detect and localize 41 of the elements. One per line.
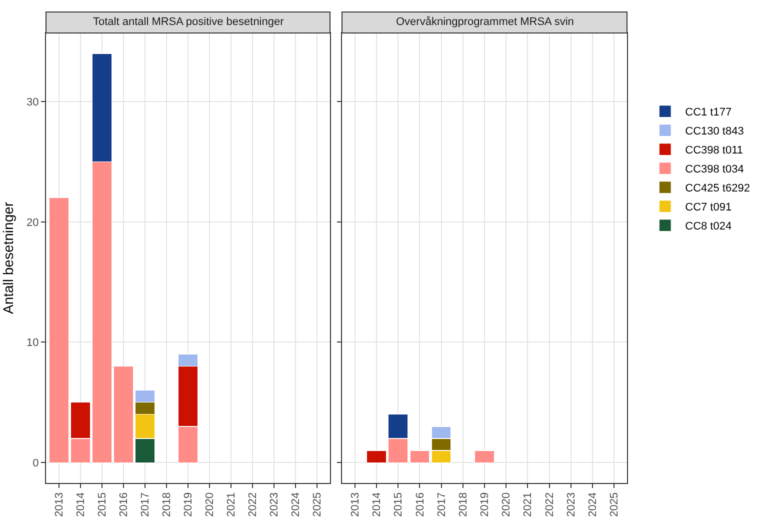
x-tick-label: 2014: [74, 492, 87, 517]
legend-label: CC8 t024: [685, 220, 732, 233]
x-tick-label: 2023: [268, 492, 281, 517]
x-tick-label: 2017: [140, 492, 152, 517]
x-tick-label: 2019: [182, 492, 195, 517]
x-tick-label: 2022: [247, 492, 260, 517]
y-tick-label: 30: [26, 96, 39, 108]
legend-label: CC7 t091: [685, 202, 732, 214]
legend-label: CC130 t843: [685, 126, 744, 138]
x-tick-label: 2018: [457, 492, 470, 517]
x-tick-label: 2014: [371, 492, 384, 517]
chart-title: Overvåkningprogrammet MRSA svin: [396, 16, 574, 28]
bar: [474, 450, 495, 463]
x-tick-label: 2021: [226, 492, 238, 517]
y-tick-label: 20: [26, 216, 39, 229]
x-tick-label: 2024: [290, 492, 302, 517]
y-tick-label: 10: [26, 337, 39, 350]
x-tick-label: 2013: [350, 492, 362, 517]
x-tick-label: 2019: [479, 492, 492, 517]
x-tick-label: 2016: [118, 492, 130, 517]
x-tick-label: 2017: [436, 492, 448, 517]
x-tick-label: 2022: [544, 492, 556, 517]
x-tick-label: 2015: [96, 492, 109, 517]
x-tick-label: 2023: [565, 492, 578, 517]
x-tick-label: 2018: [161, 492, 174, 517]
chart-title: Totalt antall MRSA positive besetninger: [93, 16, 284, 28]
x-tick-label: 2020: [204, 492, 216, 517]
x-tick-label: 2015: [392, 492, 405, 517]
x-tick-label: 2025: [608, 492, 621, 517]
x-tick-label: 2020: [500, 492, 513, 517]
x-tick-label: 2021: [522, 492, 534, 517]
legend-label: CC425 t6292: [685, 182, 750, 195]
y-axis-title: Antall besetninger: [0, 202, 16, 314]
y-tick-label: 0: [32, 457, 39, 470]
x-tick-label: 2016: [414, 492, 426, 517]
x-tick-label: 2013: [53, 492, 66, 517]
legend-label: CC398 t011: [685, 144, 744, 157]
x-tick-label: 2025: [312, 492, 324, 517]
legend-label: CC398 t034: [685, 164, 744, 176]
legend-label: CC1 t177: [685, 106, 732, 119]
x-tick-label: 2024: [587, 492, 600, 517]
